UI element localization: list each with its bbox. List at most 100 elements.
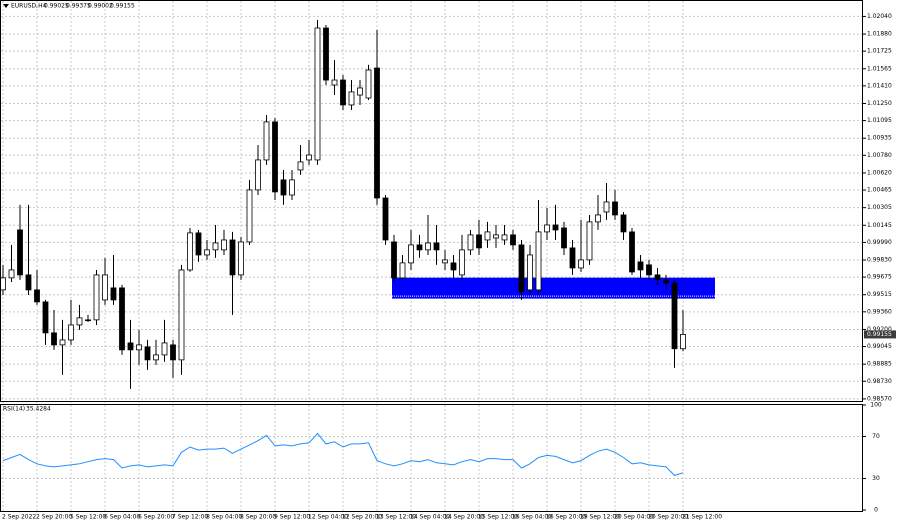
y-tick-label: 1.00145	[867, 222, 892, 229]
x-tick-label: 7 Sep 12:00	[172, 514, 208, 521]
header-open: 0.99025	[44, 3, 69, 10]
candle-body	[8, 269, 15, 279]
candle-body	[25, 274, 32, 291]
candle-body	[518, 244, 525, 293]
current-price-box	[864, 330, 896, 339]
candle-body	[612, 201, 618, 216]
candle-body	[119, 287, 125, 351]
candle-body	[552, 224, 559, 231]
y-tick-label: 1.00620	[867, 169, 892, 176]
candle-body	[42, 301, 49, 334]
y-tick-label: 1.00305	[867, 204, 892, 211]
candle-body	[136, 344, 142, 351]
x-tick-label: 8 Sep 20:00	[240, 514, 276, 521]
x-tick-label: 19 Sep 12:00	[580, 514, 620, 521]
candle-body	[323, 27, 329, 81]
x-tick-label: 20 Sep 20:00	[648, 514, 688, 521]
candle-body	[195, 232, 202, 256]
x-tick-label: 16 Sep 20:00	[546, 514, 586, 521]
candle-body	[671, 282, 678, 350]
candle-body	[229, 239, 236, 276]
candle-body	[153, 354, 159, 361]
y-tick-label: 1.01880	[867, 31, 892, 38]
x-tick-label: 2 Sep 20:00	[36, 514, 72, 521]
rsi-panel-border	[0, 404, 863, 512]
candle-body	[433, 242, 440, 251]
x-tick-label: 5 Sep 12:00	[70, 514, 106, 521]
menu-arrow[interactable]	[3, 4, 9, 8]
candle-body	[51, 332, 57, 346]
candle-body	[161, 342, 168, 356]
candle-body	[561, 227, 567, 249]
candle-body	[93, 274, 100, 321]
header-close: 0.99155	[110, 3, 135, 10]
y-tick-label: 70	[872, 433, 880, 440]
y-tick-label: 0.99515	[867, 291, 892, 298]
y-tick-label: 0.99200	[867, 326, 892, 333]
mark-layer	[0, 19, 715, 476]
header-low: 0.99002	[88, 3, 113, 10]
y-tick-label: 0.99045	[867, 343, 892, 350]
candle-body	[170, 344, 176, 361]
candle-body	[238, 241, 244, 276]
candle-body	[306, 154, 312, 161]
x-tick-label: 12 Sep 04:00	[308, 514, 348, 521]
y-tick-label: 1.01565	[867, 65, 892, 72]
x-tick-label: 16 Sep 04:00	[512, 514, 552, 521]
candle-body	[535, 231, 542, 291]
candle-body	[204, 249, 210, 256]
candle-body	[102, 274, 108, 301]
candle-body	[629, 231, 635, 273]
x-tick-label: 21 Sep 12:00	[682, 514, 722, 521]
y-tick-label: 0.98570	[867, 395, 892, 402]
y-tick-label: 1.01250	[867, 100, 892, 107]
candle-body	[76, 317, 83, 326]
x-tick-label: 8 Sep 04:00	[206, 514, 242, 521]
y-tick-label: 0.99990	[867, 239, 892, 246]
y-tick-label: 1.00780	[867, 152, 892, 159]
x-tick-label: 14 Sep 04:00	[410, 514, 450, 521]
y-tick-label: 100	[870, 402, 882, 409]
header-high: 0.99375	[66, 3, 91, 10]
x-tick-label: 2 Sep 2022	[2, 514, 36, 521]
candle-body	[212, 242, 219, 251]
y-tick-label: 30	[872, 475, 880, 482]
candle-body	[348, 91, 355, 106]
candle-body	[569, 247, 576, 269]
candle-body	[289, 179, 295, 196]
candle-body	[263, 121, 270, 161]
x-tick-label: 6 Sep 20:00	[138, 514, 174, 521]
candle-body	[127, 342, 134, 351]
candle-body	[646, 264, 652, 276]
candle-body	[595, 214, 601, 223]
candle-body	[442, 259, 448, 264]
candle-body	[255, 159, 261, 191]
candle-body	[510, 234, 516, 246]
candle-body	[620, 214, 627, 233]
candle-body	[314, 27, 321, 161]
y-tick-label: 0.99675	[867, 274, 892, 281]
y-tick-label: 0.98885	[867, 361, 892, 368]
candle-body	[654, 274, 661, 281]
x-tick-label: 6 Sep 04:00	[104, 514, 140, 521]
candle-body	[459, 249, 465, 276]
x-tick-label: 12 Sep 20:00	[342, 514, 382, 521]
y-tick-label: 0.98730	[867, 378, 892, 385]
candle-body	[408, 244, 414, 264]
candle-body	[272, 121, 278, 193]
y-tick-label: 1.01725	[867, 48, 892, 55]
candle-body	[586, 221, 593, 261]
candle-body	[85, 319, 91, 322]
candle-body	[391, 241, 397, 279]
candle-body	[484, 231, 491, 241]
candle-body	[637, 261, 644, 271]
candle-body	[382, 197, 389, 241]
candle-body	[187, 232, 193, 271]
x-tick-label: 9 Sep 12:00	[274, 514, 310, 521]
y-tick-label: 1.01095	[867, 117, 892, 124]
candle-body	[340, 79, 346, 106]
x-tick-label: 13 Sep 12:00	[376, 514, 416, 521]
